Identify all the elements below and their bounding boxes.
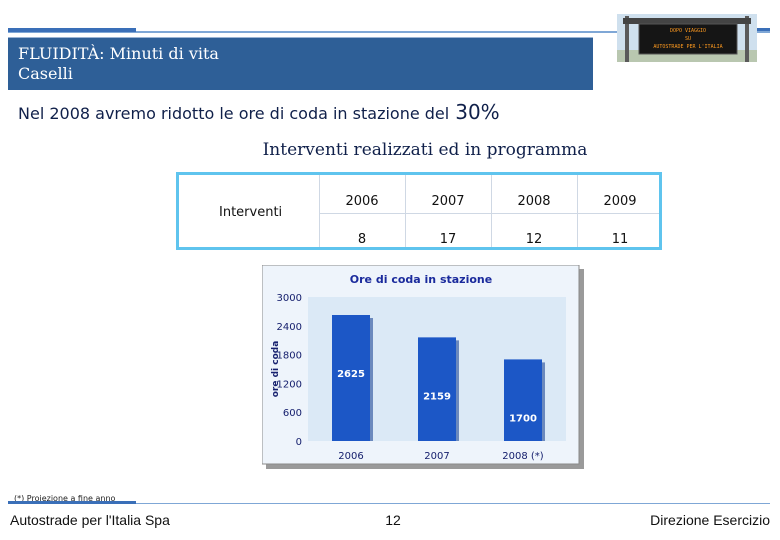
queue-hours-chart: Ore di coda in stazione ore di coda 0 600… xyxy=(262,265,584,469)
y-tick-label: 2400 xyxy=(277,322,302,333)
table-year-cell: 2009 xyxy=(603,194,637,209)
footer-rule xyxy=(8,503,770,504)
footer-department: Direzione Esercizio xyxy=(650,512,770,528)
sign-line2: SU xyxy=(685,36,691,42)
sign-line3: AUTOSTRADE PER L'ITALIA xyxy=(653,44,722,50)
bar-value-label: 2625 xyxy=(337,369,365,380)
footer-page-number: 12 xyxy=(385,512,401,528)
x-tick-label: 2008 (*) xyxy=(502,451,544,462)
subtitle-percent: 30% xyxy=(455,100,500,124)
x-tick-label: 2006 xyxy=(338,451,363,462)
subtitle: Nel 2008 avremo ridotto le ore di coda i… xyxy=(18,100,500,124)
y-tick-label: 1200 xyxy=(277,379,302,390)
footnote: (*) Proiezione a fine anno xyxy=(14,494,116,503)
table-year-cell: 2006 xyxy=(345,194,379,209)
table-value-cell: 17 xyxy=(439,232,457,247)
table-year-cell: 2007 xyxy=(431,194,465,209)
title-banner: FLUIDITÀ: Minuti di vita Caselli xyxy=(8,37,593,90)
y-tick-label: 600 xyxy=(283,408,302,419)
x-tick-label: 2007 xyxy=(424,451,449,462)
y-tick-label: 0 xyxy=(296,437,302,448)
y-tick-label: 3000 xyxy=(277,293,302,304)
table-value-cell: 8 xyxy=(357,232,367,247)
page-title-line2: Caselli xyxy=(18,64,73,83)
sign-line1: DOPO VIAGGIO xyxy=(670,28,706,34)
table-year-cell: 2008 xyxy=(517,194,551,209)
table-title: Interventi realizzati ed in programma xyxy=(262,140,588,160)
bar xyxy=(332,315,370,441)
bar xyxy=(418,337,456,441)
table-row-header: Interventi xyxy=(219,205,283,220)
y-tick-label: 1800 xyxy=(277,351,302,362)
table-divider xyxy=(405,175,406,247)
table-divider xyxy=(319,175,320,247)
highway-sign-image: DOPO VIAGGIO SU AUTOSTRADE PER L'ITALIA xyxy=(617,14,757,62)
interventi-table: Interventi 2006 2007 2008 2009 8 17 12 1… xyxy=(176,172,662,250)
header-rule xyxy=(8,31,770,33)
header-rule-accent xyxy=(8,28,136,32)
table-divider xyxy=(577,175,578,247)
subtitle-text: Nel 2008 avremo ridotto le ore di coda i… xyxy=(18,104,450,123)
page-title-line1: FLUIDITÀ: Minuti di vita xyxy=(18,44,219,63)
chart-title: Ore di coda in stazione xyxy=(350,273,492,286)
bar xyxy=(504,359,542,441)
table-row-divider xyxy=(319,213,659,214)
table-value-cell: 12 xyxy=(525,232,543,247)
bar-value-label: 2159 xyxy=(423,391,451,402)
bar-value-label: 1700 xyxy=(509,413,537,424)
chart-y-axis-label: ore di coda xyxy=(271,341,281,398)
footer-rule-accent xyxy=(8,501,136,504)
footer-company: Autostrade per l'Italia Spa xyxy=(10,512,170,528)
table-value-cell: 11 xyxy=(611,232,629,247)
table-divider xyxy=(491,175,492,247)
page-title: FLUIDITÀ: Minuti di vita Caselli xyxy=(18,44,219,84)
